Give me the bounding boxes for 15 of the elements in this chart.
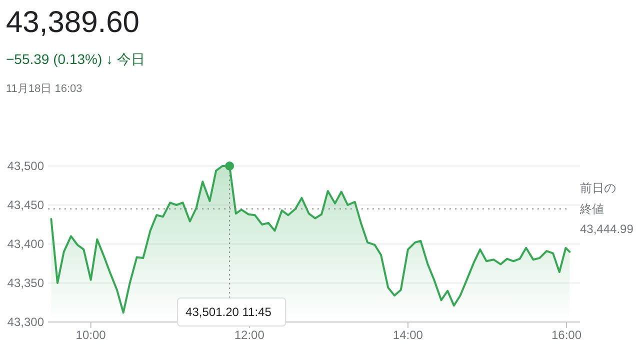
x-tick-label: 16:00 bbox=[552, 328, 582, 342]
x-tick-label: 12:00 bbox=[234, 328, 265, 342]
y-tick-label: 43,500 bbox=[7, 159, 44, 173]
y-tick-label: 43,450 bbox=[7, 198, 44, 212]
text: 11月18日 16:03 bbox=[6, 83, 82, 95]
annotation: 43,501.20 11:45 bbox=[186, 305, 272, 319]
chart-subtitle: −55.39 (0.13%) ↓ 今日 bbox=[6, 51, 145, 67]
y-tick-label: 43,400 bbox=[7, 237, 44, 251]
y-tick-label: 43,300 bbox=[7, 315, 44, 329]
text: 43,444.99 bbox=[580, 222, 634, 236]
y-tick-label: 43,350 bbox=[7, 276, 44, 290]
x-tick-label: 14:00 bbox=[392, 328, 424, 342]
ref-line-label: 前日の終値 bbox=[580, 180, 617, 218]
chart-title: 43,389.60 bbox=[6, 6, 140, 39]
x-tick-label: 10:00 bbox=[76, 328, 106, 342]
